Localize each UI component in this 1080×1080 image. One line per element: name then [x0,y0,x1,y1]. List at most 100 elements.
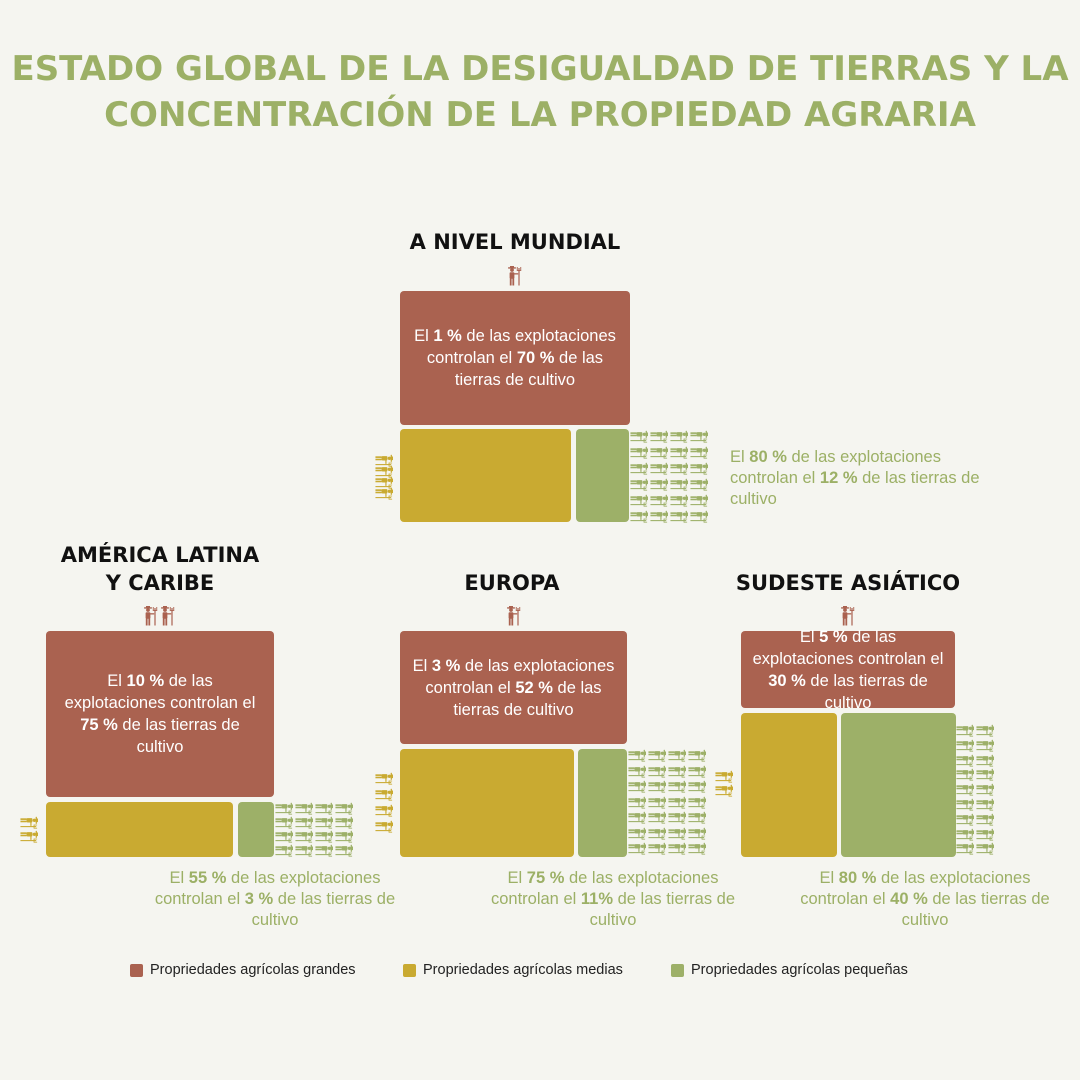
farmer-icon [315,802,333,815]
farmer-icon [956,798,974,811]
small-farms-note-europe: El 75 % de las explotaciones controlan e… [490,869,736,929]
farmer-icon [841,606,855,626]
farmer-icon [628,780,646,793]
region-title-latam-line2: Y CARIBE [105,571,215,595]
region-title-latam-line1: AMÉRICA LATINA [60,543,260,567]
farmer-icon [956,813,974,826]
farmer-icon [668,842,686,855]
farmer-icon [670,462,688,475]
farmer-icon [690,494,708,507]
small-farms-block-latam [238,802,274,857]
farmer-icon [375,465,393,478]
farmer-icon [650,494,668,507]
farmer-icon [668,796,686,809]
farmer-icon [976,724,994,737]
farmer-icon [650,446,668,459]
small-farms-block-europe [578,749,627,857]
large-farms-block-latam: El 10 % de las explotaciones controlan e… [46,631,274,797]
farmer-icon [956,783,974,796]
farmer-icon [275,816,293,829]
farmer-icon [628,765,646,778]
farmer-icon [956,843,974,855]
farmer-icon [688,749,706,762]
large-farms-text-europe: El 3 % de las explotaciones controlan el… [412,656,615,719]
farmer-icon [956,828,974,841]
small-farms-note-latam: El 55 % de las explotaciones controlan e… [154,869,396,929]
farmer-icon [670,446,688,459]
farmer-icon [20,816,38,829]
farmer-icon [628,811,646,824]
farmer-icon [648,780,666,793]
farmer-icon [670,430,688,443]
large-farms-block-europe: El 3 % de las explotaciones controlan el… [400,631,627,744]
large-farms-text-world: El 1 % de las explotaciones controlan el… [414,327,616,389]
farmer-icon [630,446,648,459]
legend-swatch-small [671,963,684,977]
region-title-latam: AMÉRICA LATINA Y CARIBE [20,541,300,597]
page-title-line2: CONCENTRACIÓN DE LA PROPIEDAD AGRARIA [104,95,976,135]
farmer-icon [335,816,353,829]
farmer-icon [275,802,293,815]
farmer-icon [630,494,648,507]
farmer-icon [650,462,668,475]
farmer-icon [688,811,706,824]
farmer-icon [315,816,333,829]
farmer-icon [956,769,974,781]
farmer-icon [690,462,708,475]
farmer-icon [690,446,708,459]
medium-farms-block-world [400,429,571,522]
farmer-icon [375,772,393,785]
region-title-world: A NIVEL MUNDIAL [409,230,621,254]
farmer-icon [690,510,708,523]
farmer-icon [688,842,706,855]
farmer-icon [375,804,393,817]
farmer-icon [715,770,733,783]
farmer-icon [668,765,686,778]
legend-label-medium: Propriedades agrícolas medias [423,962,623,978]
farmer-icon [976,843,994,855]
farmer-icon [375,487,393,500]
large-farms-text-latam: El 10 % de las explotaciones controlan e… [64,672,256,756]
farmer-icon [956,754,974,767]
farmer-icon [315,844,333,857]
farmer-icon [648,811,666,824]
large-farms-block-world: El 1 % de las explotaciones controlan el… [400,291,630,425]
farmer-icon [648,842,666,855]
medium-farms-block-sea [741,713,837,857]
farmer-icon [630,510,648,523]
farmer-icon [690,478,708,491]
farmer-icon [648,765,666,778]
farmer-icon [630,430,648,443]
farmer-icon [668,827,686,840]
small-farms-note-sea: El 80 % de las explotaciones controlan e… [800,869,1050,929]
farmer-icon [295,844,313,857]
farmer-icon [144,606,158,626]
small-farms-note-world: El 80 % de las explotaciones controlan e… [730,448,980,508]
farmer-icon [688,796,706,809]
farmer-icon [976,828,994,841]
farmer-icon [688,765,706,778]
legend-item-small: Propriedades agrícolas pequeñas [671,960,908,980]
farmer-icon [956,739,974,752]
legend-item-large: Propriedades agrícolas grandes [130,960,356,980]
small-farms-block-world [576,429,629,522]
farmer-icon [650,478,668,491]
farmer-icon [976,739,994,752]
farmer-icon [375,788,393,801]
legend-item-medium: Propriedades agrícolas medias [403,960,623,980]
farmer-icon [630,462,648,475]
farmer-icon [275,830,293,843]
farmer-icon [315,830,333,843]
legend-swatch-medium [403,963,416,977]
farmer-icon [295,816,313,829]
farmer-icon [650,510,668,523]
farmer-icon [161,606,175,626]
farmer-icon [690,430,708,443]
legend-label-large: Propriedades agrícolas grandes [150,962,356,978]
farmer-icon [976,769,994,781]
farmer-icon [715,784,733,797]
farmer-icon [976,798,994,811]
farmer-icon [630,478,648,491]
page-title-line1: ESTADO GLOBAL DE LA DESIGUALDAD DE TIERR… [11,49,1069,89]
farmer-icon [628,749,646,762]
